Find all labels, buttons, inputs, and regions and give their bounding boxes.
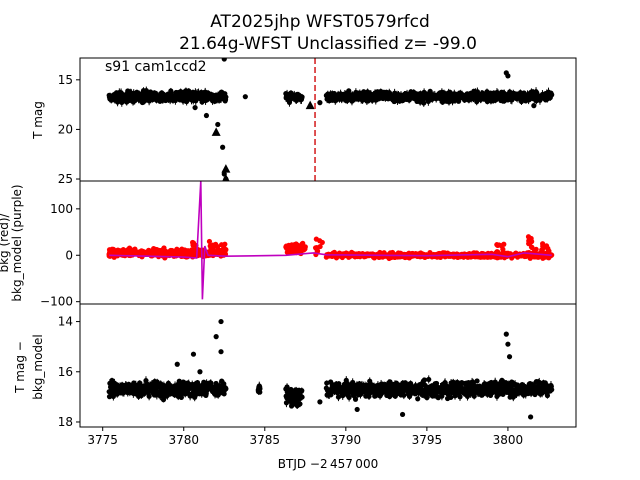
panel2-plot-area <box>106 304 555 420</box>
data-point <box>415 396 421 402</box>
data-point <box>160 397 167 403</box>
data-point <box>297 401 303 407</box>
data-point <box>192 104 198 111</box>
data-point <box>346 394 352 400</box>
data-point <box>146 393 152 399</box>
y-tick-label: 25 <box>58 172 73 186</box>
data-point <box>455 98 462 104</box>
bkg-point <box>546 248 552 254</box>
data-point <box>299 394 305 400</box>
panel0-frame <box>79 57 577 182</box>
data-point <box>401 392 407 398</box>
bkg-model-line <box>109 181 552 300</box>
bkg-point <box>319 239 325 246</box>
bkg-point <box>540 245 547 251</box>
bkg-point <box>219 247 225 253</box>
data-point <box>299 94 305 100</box>
y-tick-label: −100 <box>40 295 73 309</box>
data-point <box>215 121 221 128</box>
data-point <box>317 100 323 106</box>
bkg-point <box>529 238 535 245</box>
bkg-point <box>111 249 117 255</box>
data-point <box>220 144 226 150</box>
bkg-point <box>501 241 507 247</box>
data-point <box>178 394 184 400</box>
panel-bkg: −100 0 100 <box>40 180 577 309</box>
bkg-point <box>191 241 197 247</box>
data-point <box>223 94 229 100</box>
bkg-point <box>189 247 195 253</box>
bkg-point <box>529 244 535 251</box>
upper-limit-marker <box>222 174 230 181</box>
bkg-point <box>496 242 502 248</box>
data-point <box>257 386 263 392</box>
data-point <box>457 394 463 400</box>
y-tick-label: 0 <box>65 248 73 262</box>
bkg-point <box>302 244 308 250</box>
panel1-plot-area <box>106 181 555 300</box>
data-point <box>203 112 210 119</box>
upper-limit-marker <box>211 127 221 136</box>
bkg-point <box>206 238 213 245</box>
bkg-point <box>533 246 539 252</box>
bkg-point <box>499 250 506 256</box>
data-point <box>242 94 248 100</box>
data-point <box>505 73 511 79</box>
data-point <box>448 394 454 401</box>
data-point <box>474 89 481 95</box>
panel1-frame <box>79 180 577 305</box>
data-point <box>335 394 342 400</box>
upper-limit-marker <box>305 100 315 110</box>
bkg-point <box>314 245 320 251</box>
bkg-point <box>218 242 225 248</box>
data-point <box>299 388 305 394</box>
data-point <box>221 58 227 62</box>
data-point <box>474 378 480 384</box>
data-point <box>471 393 477 399</box>
bkg-point <box>540 241 546 247</box>
data-point <box>223 386 229 392</box>
data-point <box>492 379 498 385</box>
y-tick-label: 100 <box>50 202 73 216</box>
data-point <box>439 393 445 399</box>
y-tick-label: 20 <box>58 122 73 136</box>
chart-title-line2: 21.64g-WFST Unclassified z= -99.0 <box>179 34 477 54</box>
y-tick-label: 15 <box>58 73 73 87</box>
bkg-point <box>207 243 213 249</box>
chart-title-line1: AT2025jhp WFST0579rfcd <box>210 12 430 32</box>
data-point <box>549 92 555 98</box>
data-point <box>421 377 428 383</box>
data-point <box>531 103 537 109</box>
bkg-point <box>313 236 319 242</box>
data-point <box>324 380 330 386</box>
data-point <box>421 100 427 106</box>
panel0-plot-area <box>106 58 555 181</box>
panel-t-mag: 15 20 25 <box>58 57 577 186</box>
data-point <box>494 393 500 400</box>
upper-limit-marker <box>221 164 231 173</box>
data-point <box>424 395 430 401</box>
data-point <box>426 376 432 383</box>
